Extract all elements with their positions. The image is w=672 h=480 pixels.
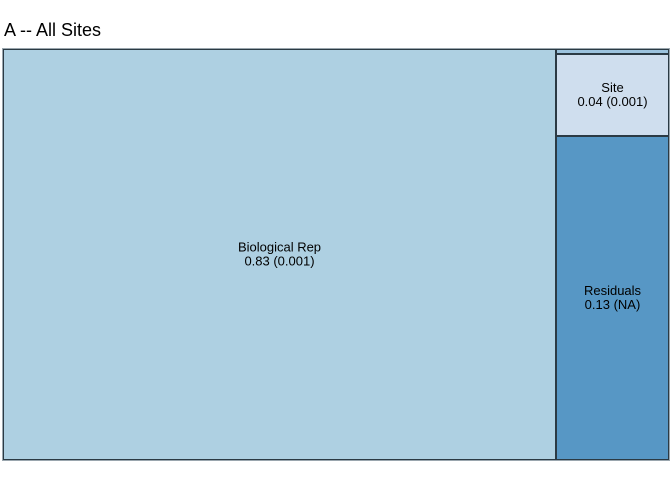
treemap-frame bbox=[2, 48, 670, 461]
treemap-cell-small bbox=[556, 49, 669, 54]
treemap-cell-site bbox=[556, 54, 669, 136]
treemap-value-biological-rep: 0.83 (0.001) bbox=[244, 254, 314, 269]
treemap-label-residuals: Residuals bbox=[584, 283, 642, 298]
treemap-value-site: 0.04 (0.001) bbox=[577, 94, 647, 109]
treemap-cell-biological-rep bbox=[3, 49, 556, 460]
treemap-value-residuals: 0.13 (NA) bbox=[585, 297, 641, 312]
treemap-label-site: Site bbox=[601, 80, 623, 95]
chart-title: A -- All Sites bbox=[4, 20, 102, 40]
treemap-cell-residuals bbox=[556, 136, 669, 460]
treemap-label-biological-rep: Biological Rep bbox=[238, 240, 321, 255]
